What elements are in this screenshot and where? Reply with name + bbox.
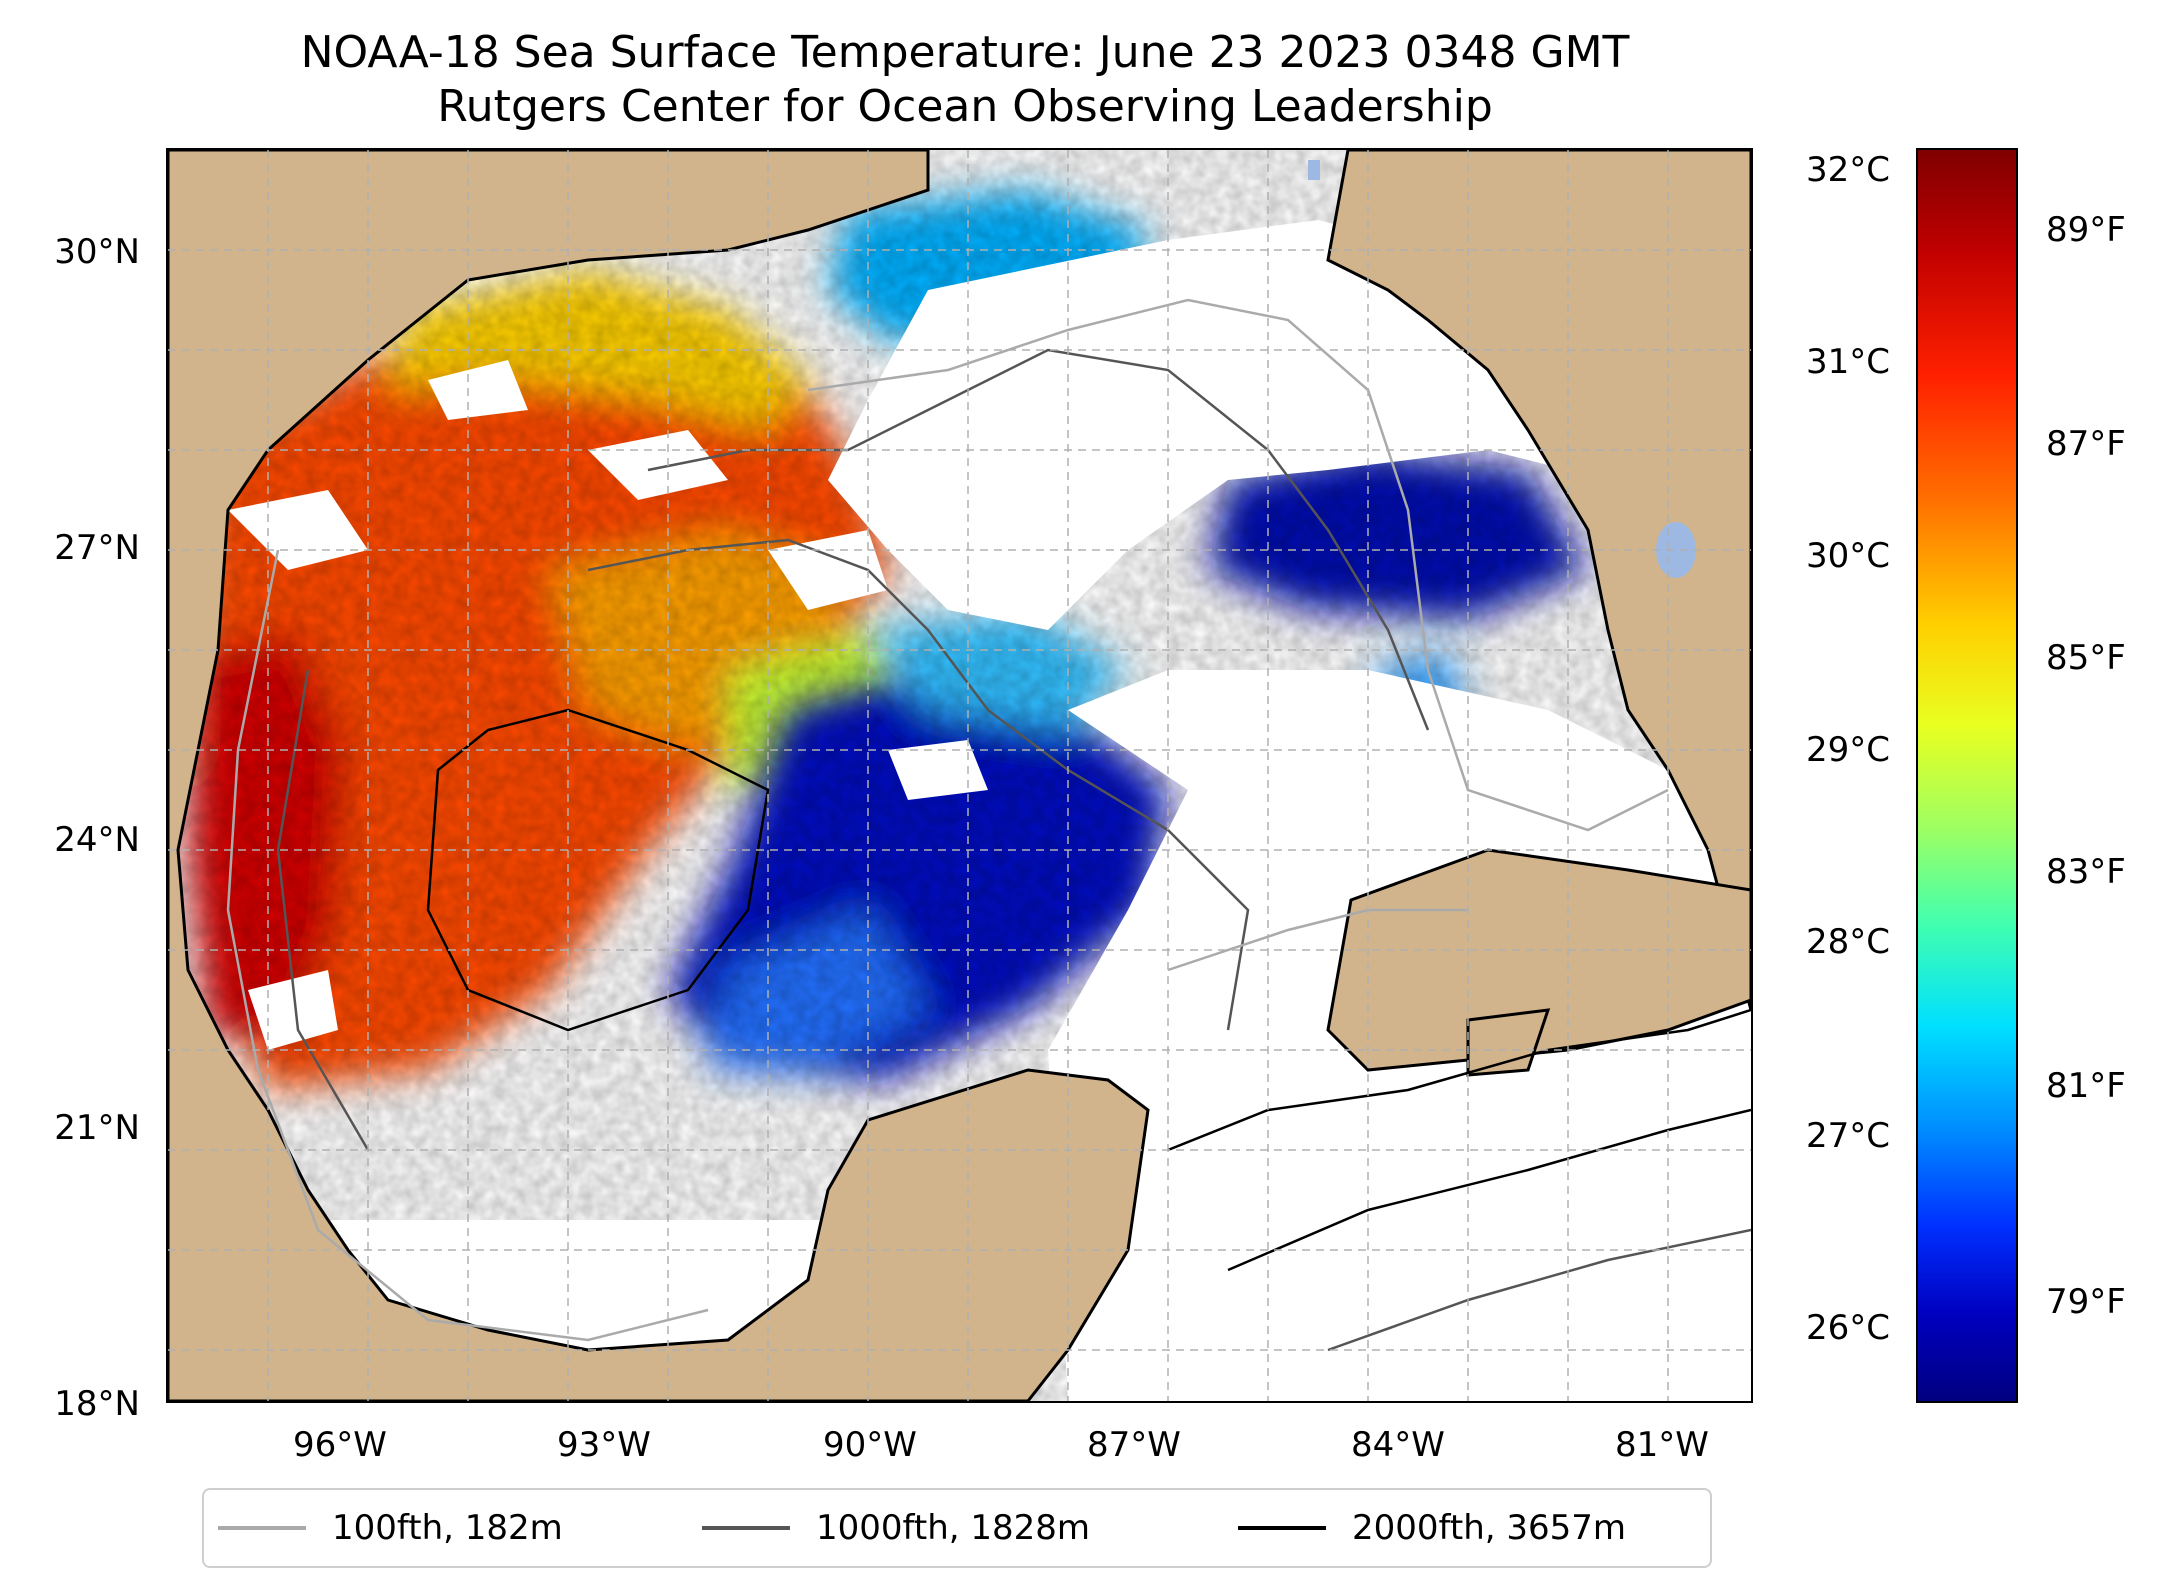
lat-label-21n: 21°N	[54, 1108, 140, 1148]
map-subtitle: Rutgers Center for Ocean Observing Leade…	[437, 81, 1493, 132]
colorbar-label-79f: 79°F	[2046, 1282, 2126, 1322]
contour-legend: 100fth, 182m 1000fth, 1828m 2000fth, 365…	[202, 1488, 1712, 1568]
legend-line-darkgray	[702, 1526, 790, 1530]
colorbar	[1916, 148, 2018, 1403]
colorbar-label-31c: 31°C	[1805, 342, 1890, 382]
lon-label-93w: 93°W	[557, 1425, 651, 1465]
legend-item-100fth: 100fth, 182m	[218, 1508, 563, 1548]
colorbar-label-89f: 89°F	[2046, 210, 2126, 250]
lakes	[1308, 160, 1696, 578]
lon-label-84w: 84°W	[1351, 1425, 1445, 1465]
legend-line-gray	[218, 1526, 306, 1530]
legend-label-1000fth: 1000fth, 1828m	[816, 1508, 1091, 1548]
colorbar-label-27c: 27°C	[1805, 1116, 1890, 1156]
colorbar-label-26c: 26°C	[1805, 1308, 1890, 1348]
colorbar-label-32c: 32°C	[1805, 150, 1890, 190]
lon-label-90w: 90°W	[823, 1425, 917, 1465]
land	[168, 150, 1751, 1401]
colorbar-label-83f: 83°F	[2046, 852, 2126, 892]
lon-label-87w: 87°W	[1087, 1425, 1181, 1465]
legend-label-2000fth: 2000fth, 3657m	[1352, 1508, 1627, 1548]
graticule	[168, 150, 1751, 1401]
map-title: NOAA-18 Sea Surface Temperature: June 23…	[300, 27, 1630, 78]
lat-label-24n: 24°N	[54, 820, 140, 860]
colorbar-label-29c: 29°C	[1805, 730, 1890, 770]
colorbar-label-81f: 81°F	[2046, 1066, 2126, 1106]
colorbar-label-87f: 87°F	[2046, 424, 2126, 464]
legend-line-black	[1238, 1526, 1326, 1530]
lat-label-30n: 30°N	[54, 232, 140, 272]
legend-item-2000fth: 2000fth, 3657m	[1238, 1508, 1626, 1548]
lon-label-81w: 81°W	[1615, 1425, 1709, 1465]
colorbar-label-30c: 30°C	[1805, 536, 1890, 576]
colorbar-label-28c: 28°C	[1805, 922, 1890, 962]
colorbar-label-85f: 85°F	[2046, 638, 2126, 678]
lat-label-18n: 18°N	[54, 1384, 140, 1424]
lon-label-96w: 96°W	[293, 1425, 387, 1465]
legend-item-1000fth: 1000fth, 1828m	[702, 1508, 1090, 1548]
lat-label-27n: 27°N	[54, 528, 140, 568]
legend-label-100fth: 100fth, 182m	[332, 1508, 563, 1548]
sst-map	[166, 148, 1753, 1403]
